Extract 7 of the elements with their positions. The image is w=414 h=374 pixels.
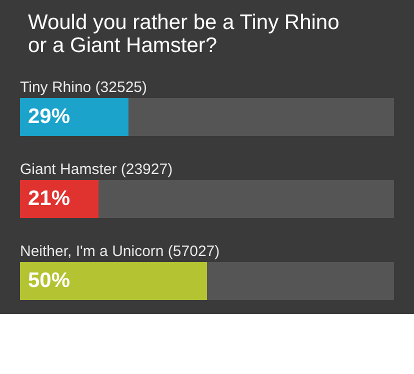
y-tick-label: Neither, I'm a Unicorn (57027): [20, 243, 220, 260]
data-label: 21%: [28, 187, 70, 210]
y-tick-label: Tiny Rhino (32525): [20, 79, 148, 96]
data-label: 50%: [28, 269, 70, 292]
chart-title: Would you rather be a Tiny Rhino or a Giant Hamster?: [28, 11, 340, 57]
y-tick-label: Giant Hamster (23927): [20, 161, 173, 178]
data-label: 29%: [28, 105, 70, 128]
